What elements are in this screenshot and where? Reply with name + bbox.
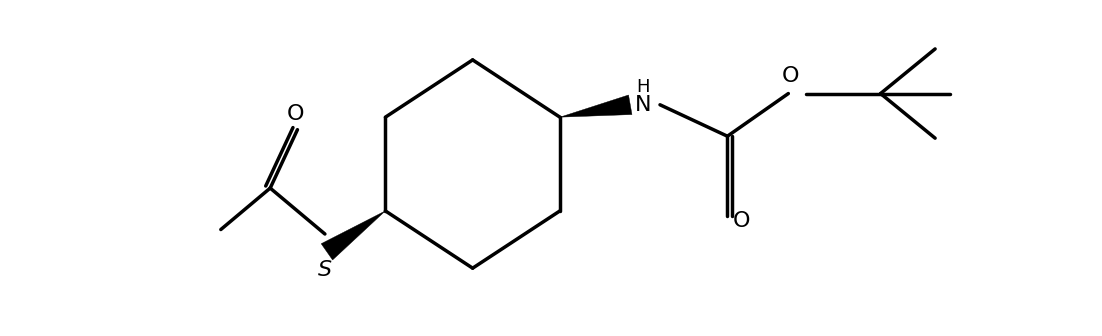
Polygon shape: [321, 211, 386, 260]
Text: O: O: [287, 104, 304, 124]
Text: N: N: [635, 95, 651, 115]
Text: O: O: [781, 66, 799, 86]
Text: H: H: [636, 78, 650, 96]
Text: S: S: [317, 260, 332, 280]
Polygon shape: [560, 95, 631, 117]
Text: O: O: [733, 211, 750, 230]
